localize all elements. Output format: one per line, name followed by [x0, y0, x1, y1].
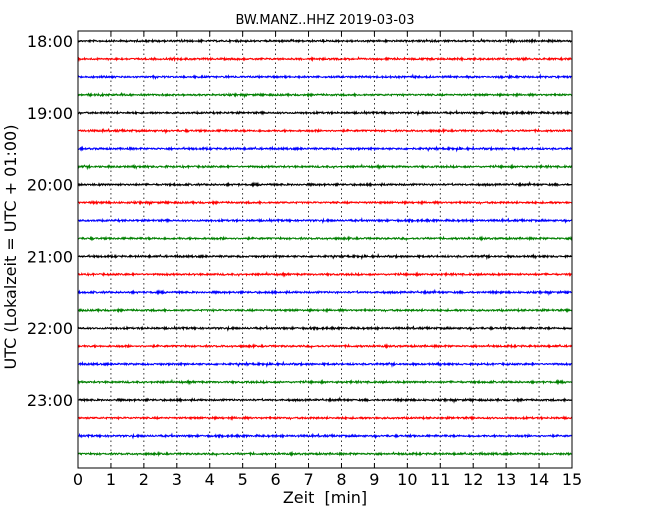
x-tick-label: 14 [529, 470, 549, 489]
x-tick-label: 9 [369, 470, 379, 489]
x-tick-label: 1 [106, 470, 116, 489]
trace-row [77, 432, 573, 440]
x-tick-label: 3 [172, 470, 182, 489]
y-tick-label: 20:00 [27, 176, 73, 195]
y-axis-label: UTC (Lokalzeit = UTC + 01:00) [1, 125, 20, 370]
trace-row [77, 37, 573, 45]
trace-row [77, 343, 573, 350]
x-tick-label: 11 [430, 470, 450, 489]
trace-row [77, 253, 573, 261]
x-tick-label: 10 [397, 470, 417, 489]
trace-row [77, 307, 573, 314]
y-tick-label: 23:00 [27, 391, 73, 410]
trace-row [77, 396, 573, 404]
x-tick-label: 15 [562, 470, 582, 489]
x-tick-label: 5 [238, 470, 248, 489]
chart-title: BW.MANZ..HHZ 2019-03-03 [235, 13, 414, 28]
y-tick-label: 21:00 [27, 247, 73, 266]
x-axis-ticks: 0 1 2 3 4 5 6 7 8 9 10 11 12 13 14 15 [73, 31, 582, 489]
x-tick-label: 12 [463, 470, 483, 489]
x-tick-label: 4 [205, 470, 215, 489]
trace-row [77, 450, 573, 458]
trace-row [77, 324, 573, 332]
trace-series [77, 37, 573, 458]
trace-row [77, 360, 573, 368]
trace-row [77, 378, 573, 386]
trace-row [77, 288, 573, 297]
y-axis-ticks: 18:00 19:00 20:00 21:00 22:00 23:00 [27, 32, 572, 410]
trace-row [77, 216, 573, 225]
y-tick-label: 18:00 [27, 32, 73, 51]
x-tick-label: 7 [303, 470, 313, 489]
trace-row [77, 91, 573, 99]
trace-row [77, 55, 573, 63]
x-tick-label: 6 [271, 470, 281, 489]
x-tick-label: 2 [139, 470, 149, 489]
plot-frame [77, 30, 573, 469]
trace-row [77, 163, 573, 171]
trace-row [77, 145, 573, 153]
y-tick-label: 19:00 [27, 104, 73, 123]
trace-row [77, 73, 573, 80]
trace-row [77, 127, 573, 135]
trace-row [77, 109, 573, 117]
grid-lines [110, 31, 540, 468]
x-tick-label: 13 [496, 470, 516, 489]
trace-row [77, 199, 573, 207]
trace-row [77, 235, 573, 242]
x-tick-label: 0 [73, 470, 83, 489]
trace-row [77, 271, 573, 278]
x-axis-label: Zeit [min] [283, 488, 367, 507]
trace-row [77, 181, 573, 188]
y-tick-label: 22:00 [27, 319, 73, 338]
trace-row [77, 415, 573, 421]
x-tick-label: 8 [336, 470, 346, 489]
